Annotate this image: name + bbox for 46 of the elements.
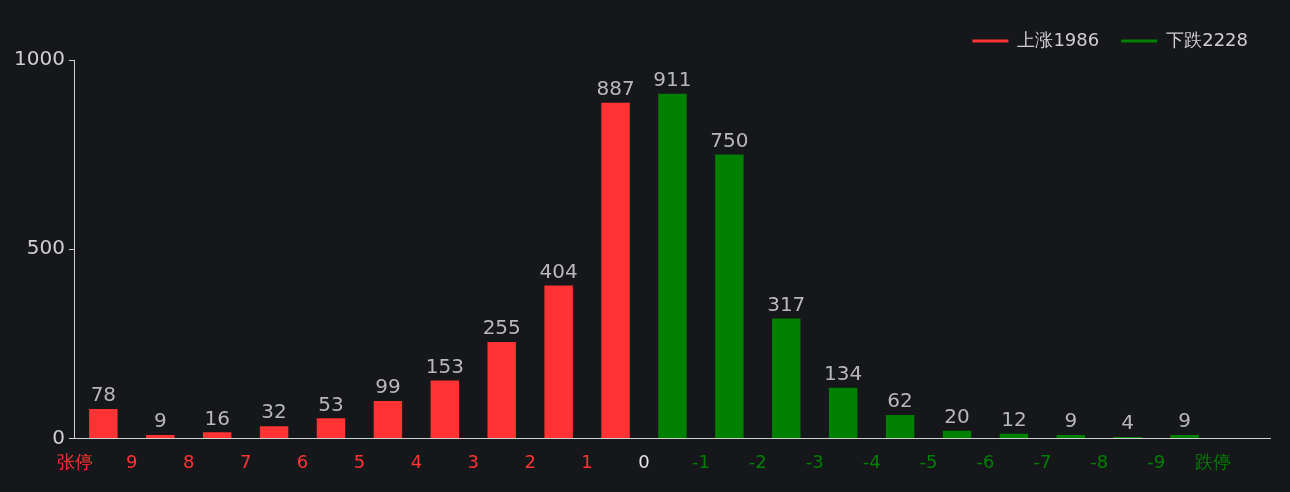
x-tick-label: 4 [410,450,423,472]
x-tick-label: -2 [748,450,767,472]
x-tick-label: 7 [239,450,252,472]
x-tick-label: 张停 [56,450,93,472]
x-tick-label: -5 [919,450,938,472]
x-tick-label: 跌停 [1195,450,1232,472]
data-label: 32 [261,399,287,424]
x-tick-label: 0 [638,450,650,472]
x-tick-label: -4 [862,450,881,472]
x-tick-label: -7 [1033,450,1052,472]
x-tick-label: -8 [1090,450,1109,472]
data-label: 78 [90,382,117,407]
x-tick-label: 6 [296,450,309,472]
data-label: 4 [1121,410,1135,435]
data-label: 20 [944,404,970,429]
legend-label: 上涨1986 [1017,28,1100,50]
data-label: 16 [204,405,230,430]
x-tick-label: 8 [182,450,195,472]
data-label: 9 [1064,408,1078,433]
data-label: 53 [318,391,344,416]
data-label: 62 [887,388,913,413]
data-label: 887 [596,75,635,100]
x-tick-label: -1 [691,450,710,472]
data-label: 99 [375,374,401,399]
x-tick-label: -3 [805,450,824,472]
data-label: 750 [710,127,749,152]
data-label: 9 [1178,408,1191,433]
x-tick-label: 1 [581,450,593,472]
y-tick-label: 500 [26,235,65,260]
data-label: 153 [425,353,464,378]
x-tick-label: 3 [467,450,479,472]
data-label: 12 [1001,407,1027,432]
x-tick-label: -9 [1147,450,1166,472]
data-label: 9 [153,408,167,433]
data-label: 911 [653,66,692,91]
x-tick-label: 2 [524,450,536,472]
y-tick-label: 0 [52,424,65,449]
data-label: 255 [482,315,521,340]
x-tick-label: 9 [126,450,138,472]
y-tick-label: 1000 [13,46,65,71]
legend-label: 下跌2228 [1166,28,1248,50]
x-tick-label: 5 [353,450,366,472]
x-tick-label: -6 [976,450,995,472]
data-label: 134 [824,360,863,385]
data-label: 404 [539,258,578,283]
data-label: 317 [767,291,806,316]
